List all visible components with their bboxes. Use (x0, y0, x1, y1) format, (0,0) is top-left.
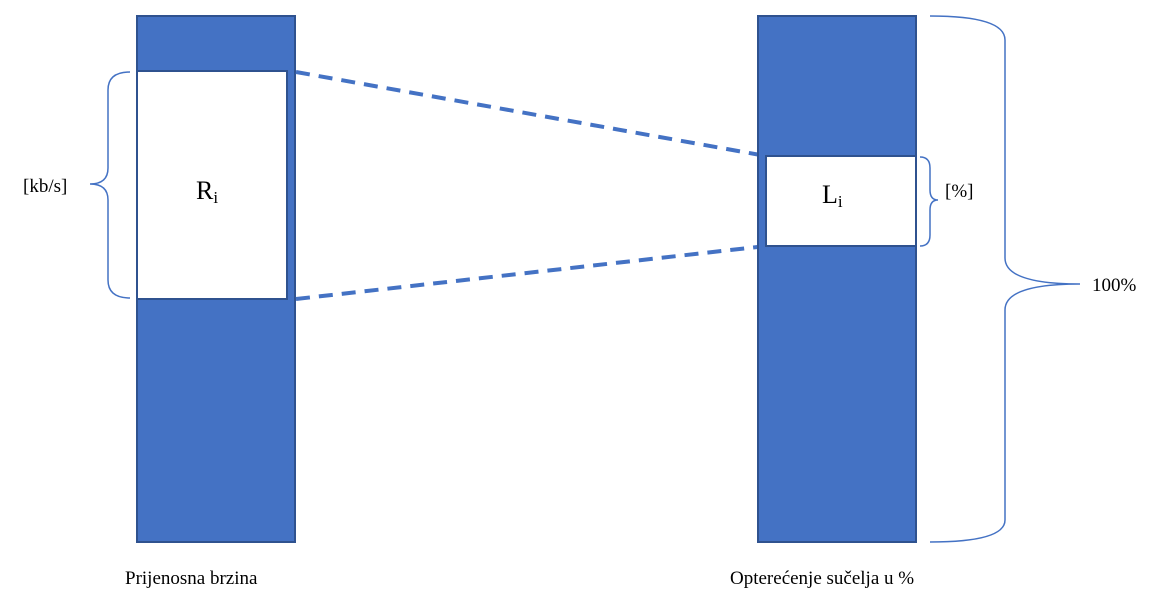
right-bar: Li (757, 15, 917, 543)
left-caption: Prijenosna brzina (125, 568, 258, 589)
right-unit-label: [%] (945, 181, 973, 202)
right-caption: Opterećenje sučelja u % (730, 568, 914, 589)
left-brace (89, 71, 131, 299)
right-bar-highlight (765, 155, 917, 247)
left-value-label: Ri (196, 176, 218, 207)
right-value-label: Li (822, 180, 843, 211)
right-total-label: 100% (1092, 275, 1137, 296)
right-large-brace (929, 15, 1081, 543)
left-bar: Ri (136, 15, 296, 543)
left-unit-label: [kb/s] (23, 176, 67, 197)
left-bar-highlight (136, 70, 288, 300)
connector-bottom (295, 244, 767, 301)
right-bar-body (757, 15, 917, 543)
right-small-brace (919, 156, 939, 247)
connector-top (295, 70, 767, 158)
